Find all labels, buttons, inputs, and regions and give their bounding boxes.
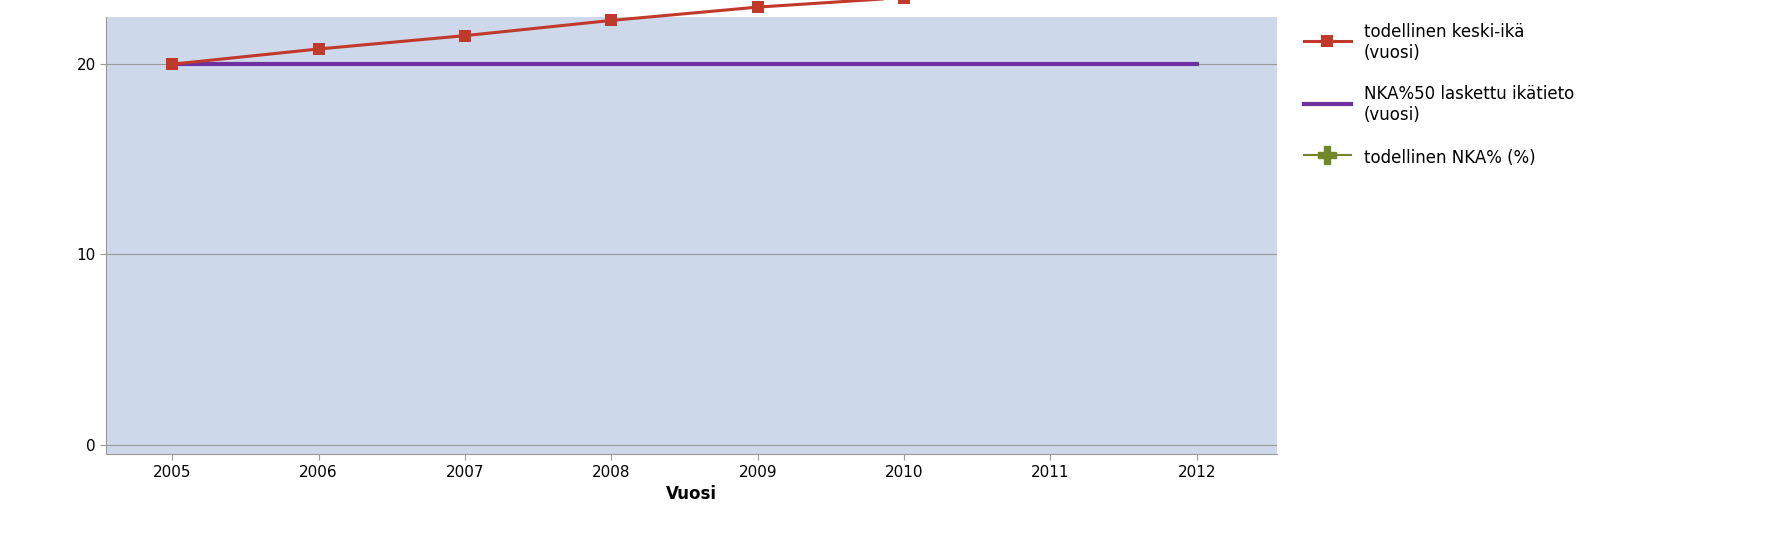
- NKA%50 laskettu ikätieto
(vuosi): [309, 61, 330, 68]
- NKA%50 laskettu ikätieto
(vuosi): [1186, 61, 1207, 68]
- todellinen keski-ikä
(vuosi): [454, 32, 475, 39]
- todellinen keski-ikä
(vuosi): [309, 45, 330, 52]
- NKA%50 laskettu ikätieto
(vuosi): [894, 61, 915, 68]
- NKA%50 laskettu ikätieto
(vuosi): [1039, 61, 1060, 68]
- X-axis label: Vuosi: Vuosi: [667, 485, 716, 503]
- todellinen keski-ikä
(vuosi): [746, 4, 768, 11]
- NKA%50 laskettu ikätieto
(vuosi): [161, 61, 183, 68]
- todellinen keski-ikä
(vuosi): [161, 61, 183, 68]
- NKA%50 laskettu ikätieto
(vuosi): [601, 61, 622, 68]
- todellinen keski-ikä
(vuosi): [601, 17, 622, 24]
- todellinen keski-ikä
(vuosi): [894, 0, 915, 1]
- Legend: todellinen keski-ikä
(vuosi), NKA%50 laskettu ikätieto
(vuosi), todellinen NKA% : todellinen keski-ikä (vuosi), NKA%50 las…: [1296, 16, 1580, 174]
- NKA%50 laskettu ikätieto
(vuosi): [746, 61, 768, 68]
- NKA%50 laskettu ikätieto
(vuosi): [454, 61, 475, 68]
- Line: todellinen keski-ikä
(vuosi): todellinen keski-ikä (vuosi): [167, 0, 1202, 70]
